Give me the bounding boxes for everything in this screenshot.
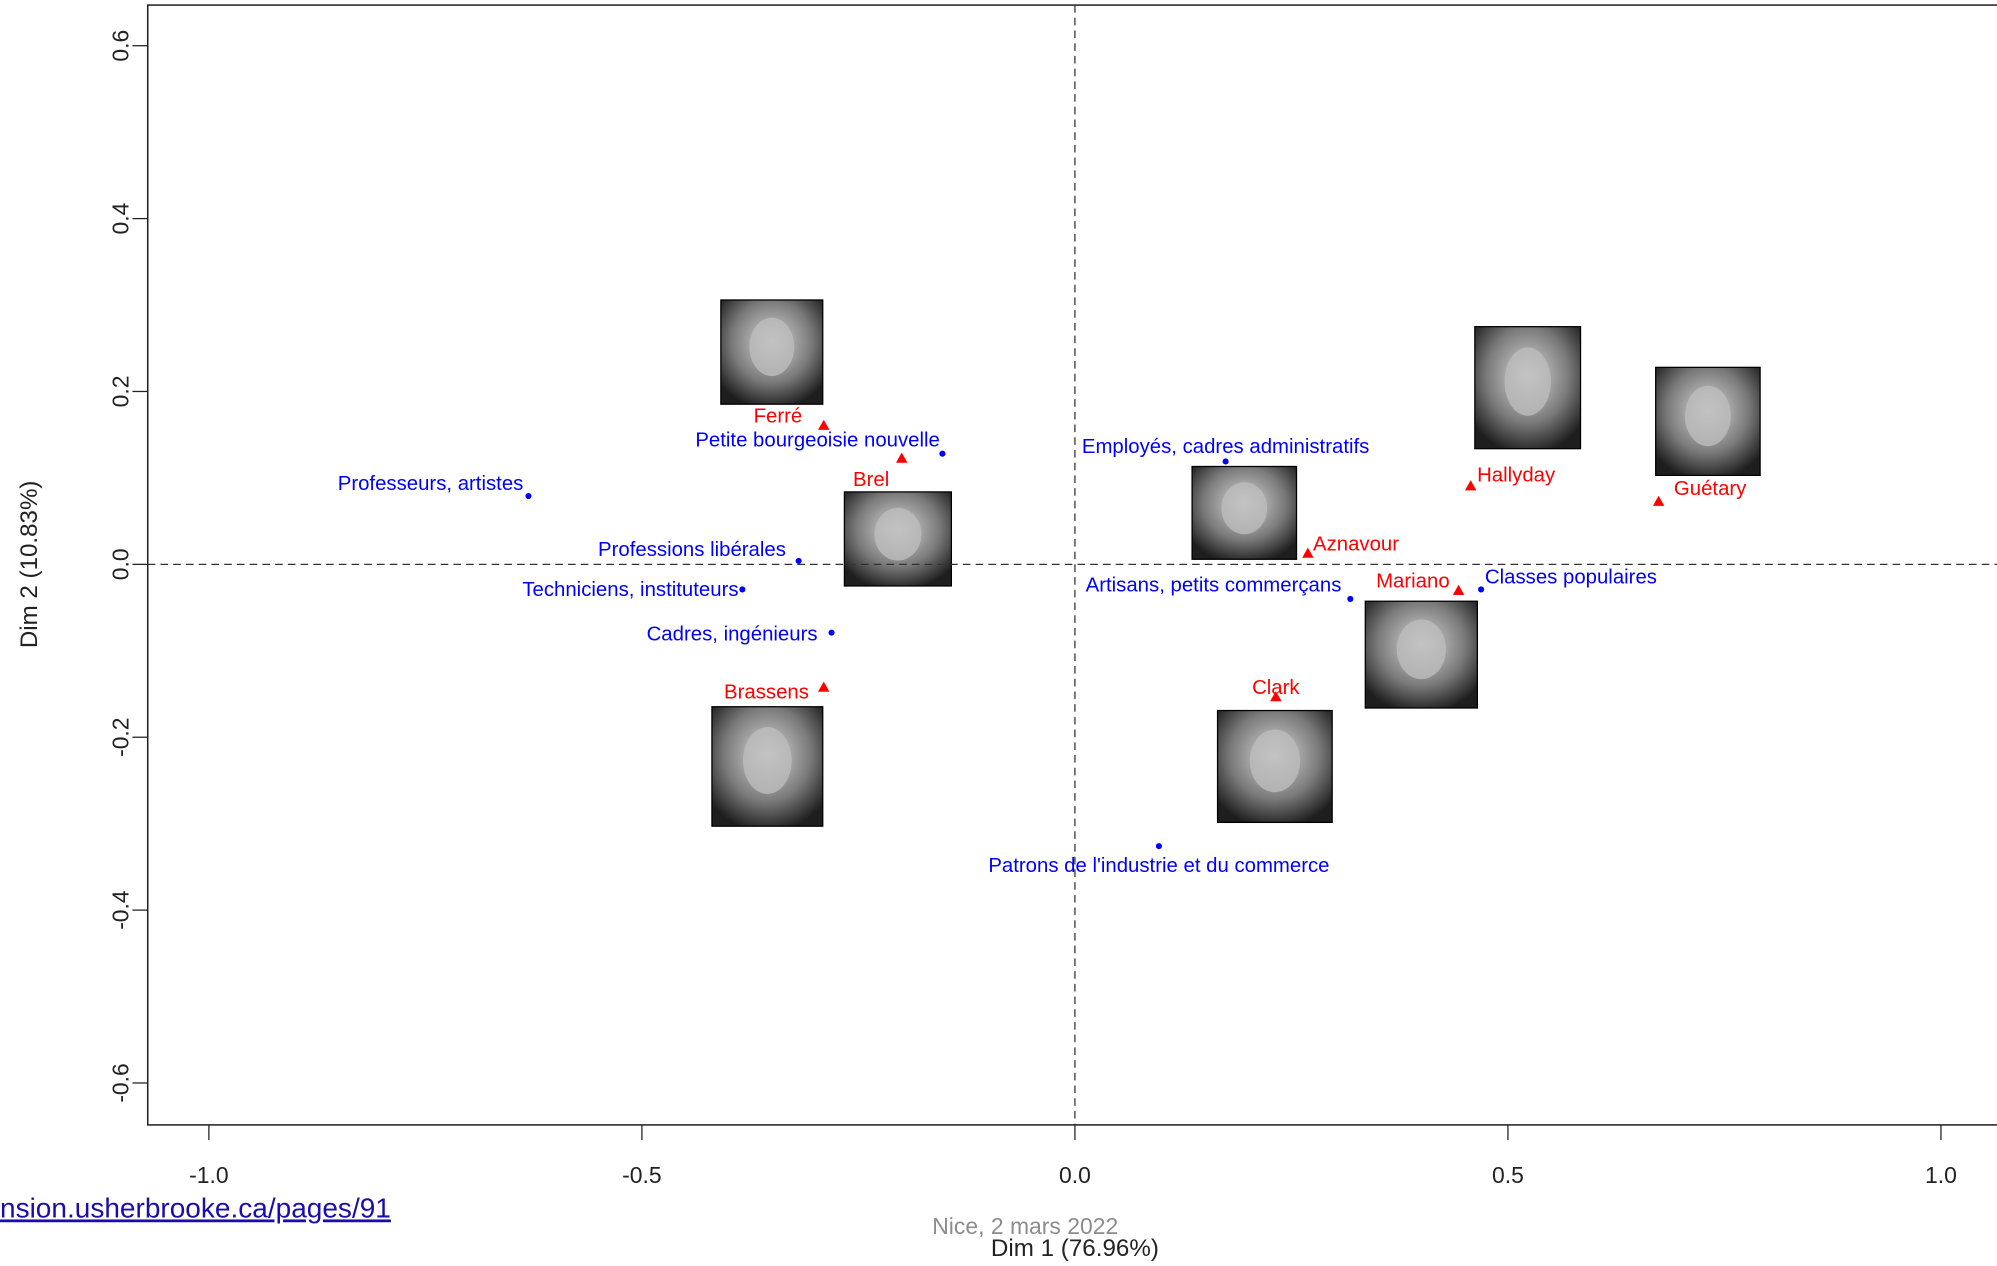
x-tick-label: 1.0 — [1925, 1162, 1957, 1188]
photo-face — [1504, 347, 1551, 416]
point — [1347, 595, 1354, 602]
point-label: Professions libérales — [598, 539, 786, 561]
point — [828, 629, 835, 636]
y-axis-title: Dim 2 (10.83%) — [16, 481, 43, 649]
x-tick-label: 0.5 — [1492, 1162, 1524, 1188]
point — [818, 419, 830, 430]
x-axis-title: Dim 1 (76.96%) — [991, 1235, 1159, 1262]
footer-link[interactable]: nsion.usherbrooke.ca/pages/91 — [0, 1192, 391, 1223]
x-tick-label: -1.0 — [189, 1162, 228, 1188]
point-label: Guétary — [1674, 478, 1747, 500]
photo-face — [742, 727, 792, 794]
point — [1302, 547, 1314, 558]
photo-face — [1396, 619, 1446, 680]
point — [1464, 480, 1477, 491]
point — [1478, 586, 1485, 593]
y-tick-label: 0.0 — [107, 548, 133, 580]
point-label: Techniciens, instituteurs — [522, 579, 738, 601]
photo-face — [874, 507, 922, 561]
photos — [711, 299, 1761, 827]
point — [739, 586, 746, 593]
y-tick-label: -0.6 — [107, 1063, 133, 1102]
point-label: Brel — [853, 469, 889, 491]
point-label: Hallyday — [1477, 465, 1556, 487]
y-tick-label: 0.6 — [107, 30, 133, 62]
photo-face — [1221, 482, 1268, 535]
point-label: Artisans, petits commerçans — [1086, 575, 1342, 597]
point — [1155, 843, 1162, 850]
photo-face — [1684, 385, 1731, 447]
point — [795, 557, 802, 564]
plot-box — [146, 4, 1997, 1126]
point-label: Cadres, ingénieurs — [647, 624, 818, 646]
point-label: Clark — [1252, 677, 1300, 699]
point — [818, 681, 830, 692]
point — [1652, 495, 1665, 506]
photo-face — [749, 317, 795, 377]
y-tick-label: 0.2 — [107, 376, 133, 408]
photo-face — [1249, 729, 1301, 793]
y-tick-label: 0.4 — [107, 202, 133, 234]
point-label: Mariano — [1376, 571, 1450, 593]
point-label: Professeurs, artistes — [338, 473, 524, 495]
x-tick-label: -0.5 — [622, 1162, 661, 1188]
point-label: Classes populaires — [1485, 566, 1657, 588]
y-tick-label: -0.2 — [107, 718, 133, 757]
point — [895, 452, 908, 463]
footer-note: Nice, 2 mars 2022 — [932, 1213, 1118, 1239]
y-tick-label: -0.4 — [107, 890, 133, 930]
point-label: Patrons de l'industrie et du commerce — [988, 855, 1329, 877]
photo — [1216, 709, 1333, 824]
point — [1452, 584, 1465, 595]
point-label: Brassens — [724, 681, 809, 703]
point — [1222, 458, 1229, 465]
x-tick-label: 0.0 — [1059, 1162, 1091, 1188]
point-label: Employés, cadres administratifs — [1082, 436, 1369, 458]
point — [1270, 691, 1282, 702]
point-label: Ferré — [754, 406, 803, 428]
point-label: Petite bourgeoisie nouvelle — [695, 429, 940, 451]
point — [939, 450, 946, 457]
point — [525, 493, 532, 500]
point-label: Aznavour — [1313, 533, 1399, 555]
